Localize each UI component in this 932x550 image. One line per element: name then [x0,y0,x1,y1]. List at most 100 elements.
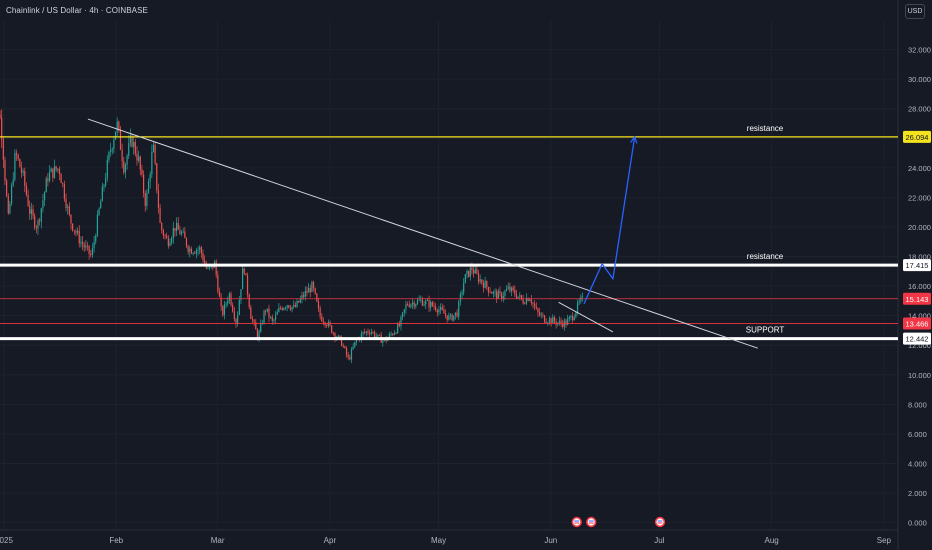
candle-body [248,294,250,308]
candle-body [266,308,268,312]
candle-body [542,314,544,316]
candle-body [129,135,131,144]
price-tick-label: 28.000 [908,105,931,114]
candle-body [400,316,402,327]
candle-body [105,178,107,186]
candle-body [68,206,70,215]
candle-body [63,184,65,199]
candle-body [517,296,519,299]
candle-body [108,151,110,160]
candle-body [576,302,579,313]
candle-body [316,293,318,302]
candle-body [573,317,575,321]
candle-body [448,315,450,320]
candle-body [222,306,224,316]
candle-body [420,299,422,301]
candle-body [545,322,547,323]
candle-body [255,322,257,330]
candle-body [497,291,499,299]
candle-body [321,316,323,322]
candle-body [174,228,176,232]
candle-body [355,339,358,342]
time-axis: 2025 Feb Mar Apr May Jun Jul Aug Sep [0,536,892,545]
candle-body [218,291,221,297]
candle-body [111,148,113,151]
candle-body [270,316,272,318]
candle-body [312,282,315,289]
candle-body [555,321,557,325]
candle-body [553,317,556,322]
event-flag-icon[interactable] [571,516,582,528]
candle-body [552,317,554,324]
candle-body [349,357,351,360]
price-label-text: 13.466 [906,320,929,329]
price-label-text: 15.143 [906,295,929,304]
candle-body [449,314,452,316]
candle-body [103,185,105,187]
candle-body [146,193,148,206]
candle-body [494,291,496,293]
price-label: 13.466 [903,317,931,330]
candle-body [134,142,136,154]
candle-body [532,302,534,304]
annotations: resistance resistance SUPPORT [746,124,785,335]
price-tick-label: 4.000 [908,459,927,468]
candle-body [390,334,392,335]
candle-body [29,205,31,214]
event-markers [571,516,666,528]
candle-body [276,311,278,315]
event-flag-icon[interactable] [586,516,597,528]
candle-body [164,235,166,237]
candle-body [431,301,433,306]
candle-body [510,287,513,292]
candle-body [154,144,156,164]
candle-body [342,345,344,347]
price-tick-label: 18.000 [908,253,931,262]
candle-body [281,308,283,310]
candle-body [187,246,189,252]
candle-body [454,312,457,316]
candle-body [152,144,155,153]
candle-body [119,129,122,150]
candle-body [149,174,151,182]
currency-button[interactable]: USD [905,4,925,19]
trendline [558,301,614,333]
candle-body [109,150,112,152]
candle-body [237,314,239,324]
candle-body [530,299,532,303]
candle-body [504,290,506,296]
candle-body [96,214,98,236]
event-flag-icon[interactable] [654,516,666,528]
candle-body [246,275,249,295]
time-tick-label: Sep [877,536,892,545]
candle-body [423,304,425,306]
candle-body [339,335,341,338]
candle-body [161,222,163,231]
candle-body [347,354,349,358]
candle-body [527,298,529,301]
candle-body [507,286,509,289]
candle-body [32,209,34,216]
candle-body [53,166,56,178]
candle-body [307,288,310,293]
candle-body [185,237,188,247]
candle-body [12,179,14,186]
candle-body [124,164,127,173]
candle-body [370,332,372,334]
candle-body [138,156,140,161]
candle-body [217,275,219,292]
candle-body [101,186,103,202]
candle-body [489,292,491,293]
candle-body [410,304,412,307]
candle-body [14,152,16,180]
candle-body [78,230,80,244]
candle-body [408,304,410,307]
candle-body [560,320,562,324]
candle-body [39,220,41,222]
candle-body [529,299,531,301]
candle-body [73,230,75,232]
candle-body [34,215,36,228]
candle-body [25,185,28,195]
